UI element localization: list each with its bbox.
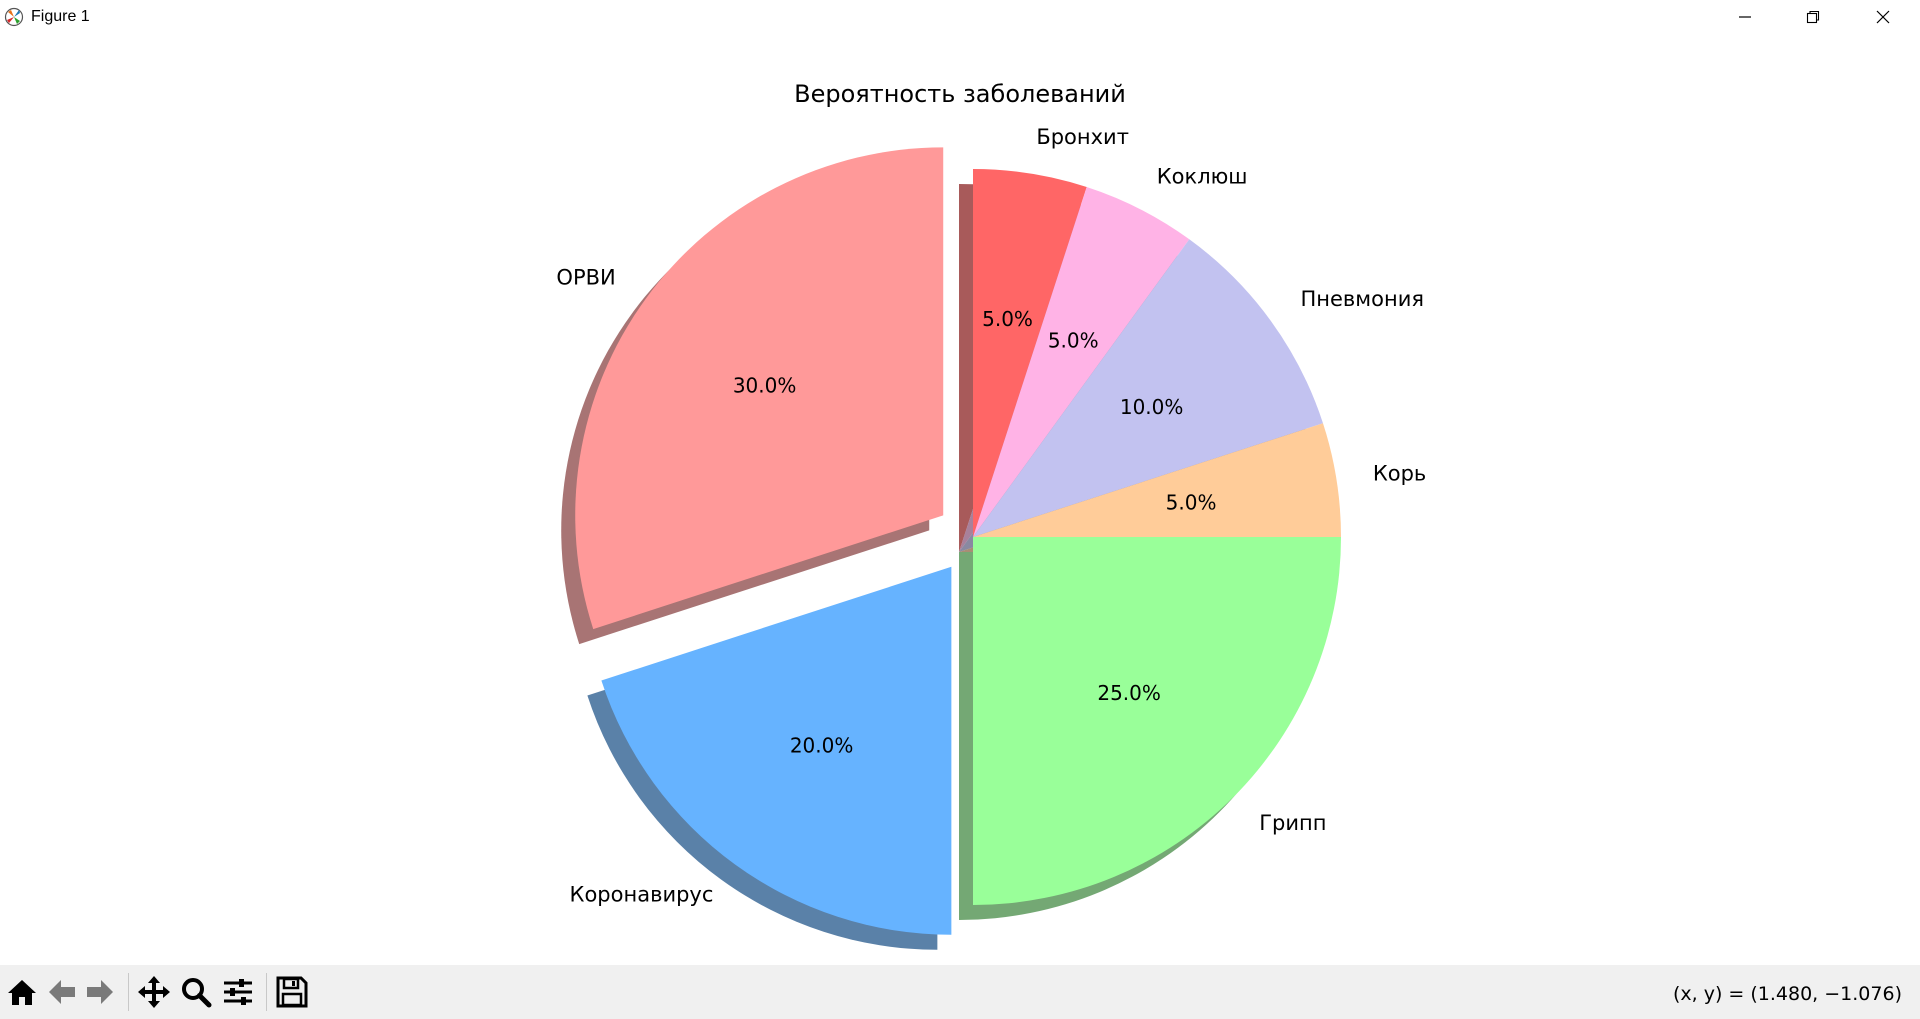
configure-icon — [224, 979, 252, 1005]
back-button[interactable] — [44, 974, 80, 1010]
pie-percent-label: 5.0% — [1048, 328, 1099, 352]
chart-title: Вероятность заболеваний — [794, 80, 1126, 108]
pie-wedge — [973, 537, 1341, 905]
pie-category-label: Коронавирус — [570, 882, 714, 906]
pie-label-layer: 5.0% Бронхит 5.0% Коклюш 10.0% Пневмония 5.0% К… — [556, 125, 1426, 906]
pie-category-label: Коклюш — [1157, 164, 1248, 188]
matplotlib-icon — [4, 7, 24, 27]
pan-icon — [138, 976, 170, 1008]
pie-percent-label: 25.0% — [1097, 681, 1161, 705]
navigation-toolbar: (x, y) = (1.480, −1.076) — [0, 965, 1920, 1019]
close-icon — [1876, 10, 1890, 24]
home-icon — [8, 980, 36, 1005]
zoom-button[interactable] — [178, 974, 214, 1010]
pie-percent-label: 10.0% — [1120, 395, 1184, 419]
configure-button[interactable] — [220, 974, 256, 1010]
pie-wedge — [973, 169, 1087, 537]
pie-percent-label: 5.0% — [1166, 490, 1217, 514]
back-icon — [49, 980, 75, 1004]
pie-wedge — [973, 187, 1190, 537]
pie-category-label: Грипп — [1259, 811, 1326, 835]
forward-icon — [87, 980, 113, 1004]
pan-button[interactable] — [136, 974, 172, 1010]
pie-chart: 5.0% Бронхит 5.0% Коклюш 10.0% Пневмония 5.0% К… — [556, 125, 1426, 950]
toolbar-separator — [128, 973, 129, 1011]
save-button[interactable] — [274, 974, 310, 1010]
pie-category-label: ОРВИ — [556, 265, 615, 289]
toolbar-separator — [266, 973, 267, 1011]
pie-percent-label: 5.0% — [982, 307, 1033, 331]
close-button[interactable] — [1848, 0, 1918, 34]
minimize-button[interactable] — [1710, 0, 1780, 34]
restore-button[interactable] — [1778, 0, 1848, 34]
home-button[interactable] — [4, 974, 40, 1010]
pie-wedge — [601, 566, 952, 935]
pie-wedge — [575, 147, 944, 630]
save-icon — [276, 976, 308, 1008]
pie-percent-label: 20.0% — [790, 733, 854, 757]
restore-icon — [1806, 10, 1820, 24]
figure-canvas[interactable]: Вероятность заболеваний 5.0% Бронхит 5.0% К… — [0, 36, 1920, 965]
pie-category-label: Бронхит — [1036, 125, 1129, 149]
pie-wedge — [973, 423, 1341, 537]
cursor-coordinates: (x, y) = (1.480, −1.076) — [1672, 983, 1902, 1005]
minimize-icon — [1739, 16, 1751, 18]
window-titlebar: Figure 1 — [0, 0, 1920, 36]
pie-wedge-layer — [575, 147, 1341, 935]
pie-wedge — [973, 239, 1323, 538]
window-title: Figure 1 — [31, 8, 90, 25]
pie-category-label: Пневмония — [1300, 287, 1424, 311]
zoom-icon — [182, 978, 212, 1008]
pie-category-label: Корь — [1373, 462, 1426, 486]
pie-percent-label: 30.0% — [733, 374, 797, 398]
forward-button[interactable] — [82, 974, 118, 1010]
